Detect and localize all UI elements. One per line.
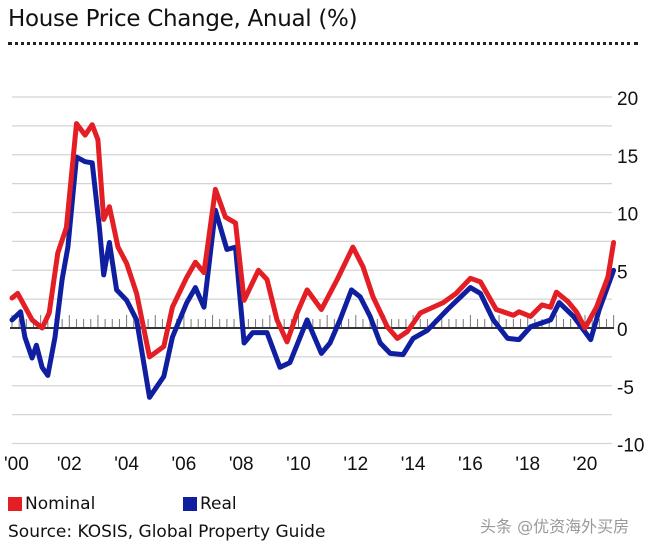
x-tick-label: '02 (57, 454, 82, 475)
x-tick-label: '00 (4, 454, 29, 475)
source-note: Source: KOSIS, Global Property Guide (8, 522, 326, 542)
title-divider (8, 42, 638, 45)
x-tick-label: '06 (172, 454, 197, 475)
y-tick-label: 20 (617, 89, 638, 110)
x-tick-label: '18 (515, 454, 540, 475)
x-tick-label: '10 (286, 454, 311, 475)
y-tick-label: -10 (617, 436, 644, 457)
legend-label-nominal: Nominal (25, 494, 96, 514)
series-line-nominal (9, 121, 617, 360)
x-tick-label: '12 (343, 454, 368, 475)
legend-item-nominal: Nominal (8, 494, 95, 514)
y-tick-label: 15 (617, 147, 638, 168)
legend-swatch-nominal (8, 497, 22, 511)
x-tick-label: '16 (458, 454, 483, 475)
legend-swatch-real (183, 497, 197, 511)
x-tick-label: '04 (114, 454, 139, 475)
y-tick-label: -5 (617, 378, 634, 399)
y-tick-label: 5 (617, 262, 628, 283)
x-tick-label: '14 (401, 454, 426, 475)
x-tick-label: '08 (229, 454, 254, 475)
legend-label-real: Real (200, 494, 237, 514)
y-tick-label: 0 (617, 320, 628, 341)
y-tick-label: 10 (617, 205, 638, 226)
x-tick-label: '20 (573, 454, 598, 475)
watermark: 头条 @优资海外买房 (480, 517, 630, 536)
series-line-real (9, 154, 617, 400)
legend-item-real: Real (183, 494, 237, 514)
chart-title: House Price Change, Anual (%) (8, 6, 358, 32)
